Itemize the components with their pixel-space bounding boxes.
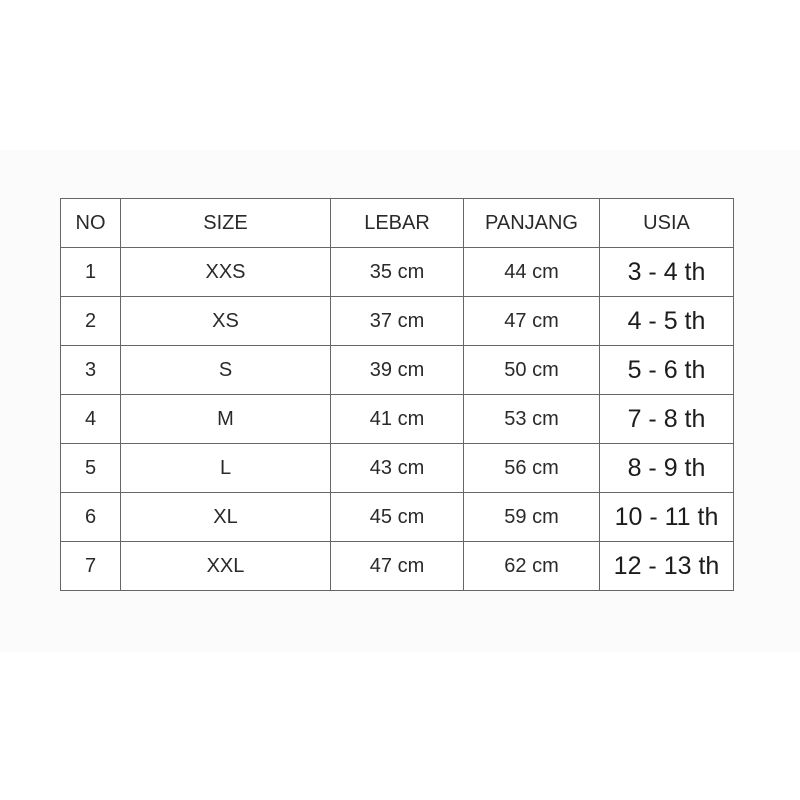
cell-size: L	[120, 443, 331, 493]
cell-no: 6	[60, 492, 121, 542]
table-row: 3 S 39 cm 50 cm 5 - 6 th	[60, 345, 734, 395]
cell-panjang: 62 cm	[463, 541, 600, 591]
cell-panjang: 53 cm	[463, 394, 600, 444]
cell-size: M	[120, 394, 331, 444]
cell-usia: 5 - 6 th	[599, 345, 734, 395]
cell-lebar: 39 cm	[330, 345, 464, 395]
cell-usia: 3 - 4 th	[599, 247, 734, 297]
cell-usia: 10 - 11 th	[599, 492, 734, 542]
cell-usia: 4 - 5 th	[599, 296, 734, 346]
size-chart-table: NO SIZE LEBAR PANJANG USIA 1 XXS 35 cm 44 c…	[60, 198, 734, 591]
cell-lebar: 37 cm	[330, 296, 464, 346]
cell-lebar: 43 cm	[330, 443, 464, 493]
cell-lebar: 47 cm	[330, 541, 464, 591]
header-size: SIZE	[120, 198, 331, 248]
cell-size: XXL	[120, 541, 331, 591]
cell-lebar: 35 cm	[330, 247, 464, 297]
cell-no: 5	[60, 443, 121, 493]
header-panjang: PANJANG	[463, 198, 600, 248]
cell-no: 7	[60, 541, 121, 591]
header-no: NO	[60, 198, 121, 248]
table-row: 4 M 41 cm 53 cm 7 - 8 th	[60, 394, 734, 444]
table-row: 5 L 43 cm 56 cm 8 - 9 th	[60, 443, 734, 493]
cell-panjang: 56 cm	[463, 443, 600, 493]
table-row: 7 XXL 47 cm 62 cm 12 - 13 th	[60, 541, 734, 591]
table-row: 1 XXS 35 cm 44 cm 3 - 4 th	[60, 247, 734, 297]
cell-panjang: 50 cm	[463, 345, 600, 395]
cell-panjang: 44 cm	[463, 247, 600, 297]
header-usia: USIA	[599, 198, 734, 248]
header-lebar: LEBAR	[330, 198, 464, 248]
cell-no: 4	[60, 394, 121, 444]
header-row: NO SIZE LEBAR PANJANG USIA	[60, 198, 734, 248]
cell-usia: 8 - 9 th	[599, 443, 734, 493]
cell-no: 1	[60, 247, 121, 297]
cell-no: 2	[60, 296, 121, 346]
cell-usia: 12 - 13 th	[599, 541, 734, 591]
cell-size: S	[120, 345, 331, 395]
cell-size: XS	[120, 296, 331, 346]
cell-no: 3	[60, 345, 121, 395]
cell-panjang: 59 cm	[463, 492, 600, 542]
cell-lebar: 41 cm	[330, 394, 464, 444]
cell-panjang: 47 cm	[463, 296, 600, 346]
cell-size: XXS	[120, 247, 331, 297]
table-row: 6 XL 45 cm 59 cm 10 - 11 th	[60, 492, 734, 542]
cell-size: XL	[120, 492, 331, 542]
cell-usia: 7 - 8 th	[599, 394, 734, 444]
table-row: 2 XS 37 cm 47 cm 4 - 5 th	[60, 296, 734, 346]
cell-lebar: 45 cm	[330, 492, 464, 542]
